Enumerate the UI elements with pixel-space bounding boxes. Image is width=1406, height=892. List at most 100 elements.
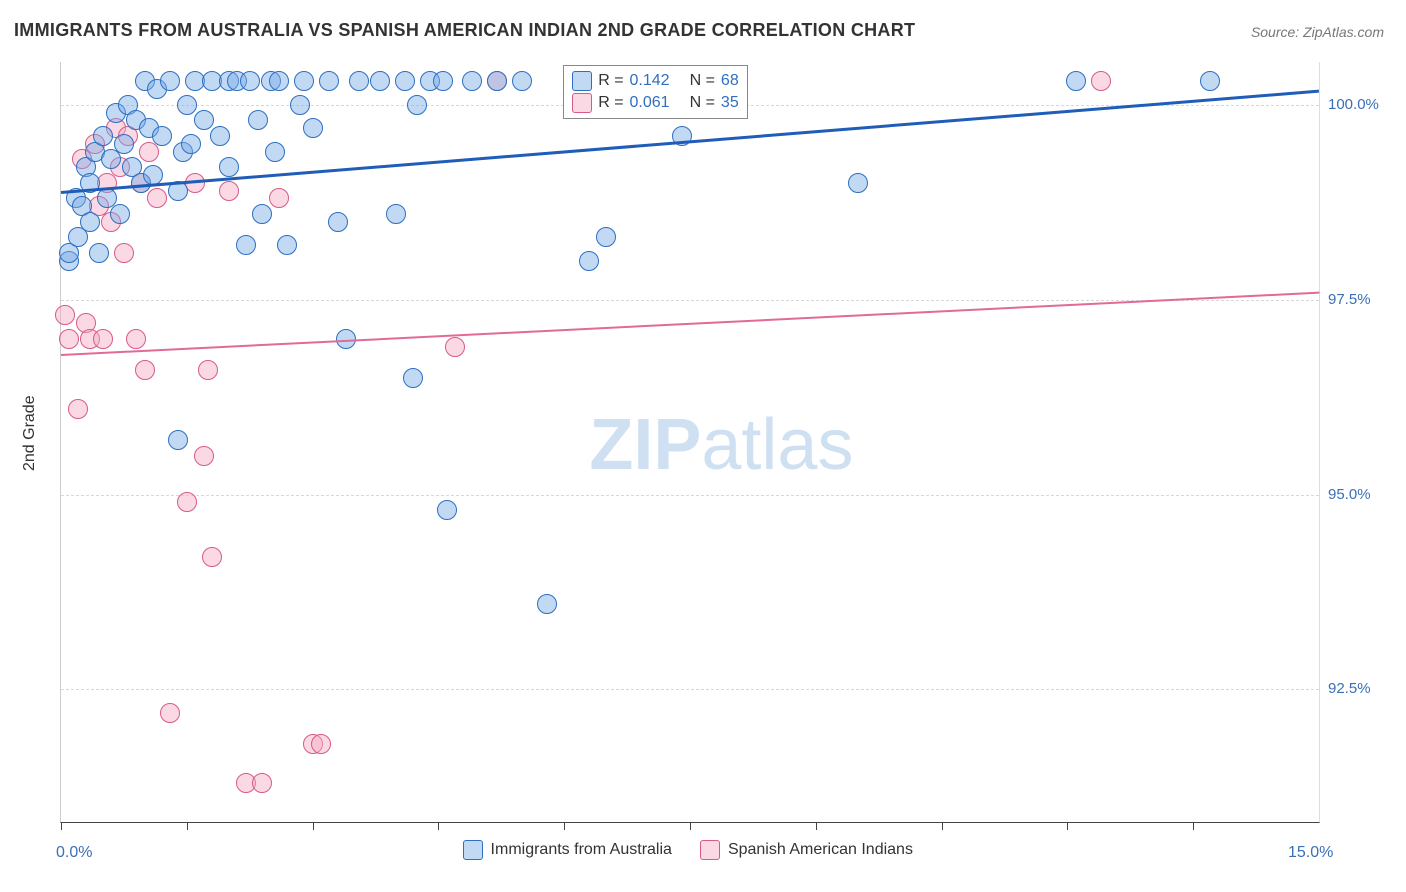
data-point-blue <box>1066 71 1086 91</box>
data-point-blue <box>328 212 348 232</box>
correlation-legend: R = 0.142 N = 68 R = 0.061 N = 35 <box>563 65 748 119</box>
data-point-pink <box>219 181 239 201</box>
data-point-blue <box>110 204 130 224</box>
data-point-blue <box>349 71 369 91</box>
data-point-blue <box>319 71 339 91</box>
legend-label-pink: Spanish American Indians <box>728 841 913 859</box>
swatch-blue <box>572 71 592 91</box>
data-point-pink <box>1091 71 1111 91</box>
data-point-pink <box>93 329 113 349</box>
x-tick <box>942 822 943 830</box>
data-point-blue <box>512 71 532 91</box>
swatch-pink <box>700 840 720 860</box>
data-point-blue <box>93 126 113 146</box>
data-point-pink <box>177 492 197 512</box>
data-point-pink <box>55 305 75 325</box>
data-point-blue <box>236 235 256 255</box>
data-point-blue <box>1200 71 1220 91</box>
r-prefix: R = <box>598 72 623 90</box>
gridline <box>61 689 1319 690</box>
data-point-pink <box>194 446 214 466</box>
data-point-pink <box>135 360 155 380</box>
data-point-blue <box>537 594 557 614</box>
x-tick <box>816 822 817 830</box>
legend-label-blue: Immigrants from Australia <box>491 841 672 859</box>
x-tick <box>313 822 314 830</box>
data-point-blue <box>269 71 289 91</box>
data-point-pink <box>252 773 272 793</box>
data-point-blue <box>290 95 310 115</box>
data-point-pink <box>59 329 79 349</box>
data-point-blue <box>433 71 453 91</box>
data-point-blue <box>277 235 297 255</box>
data-point-blue <box>89 243 109 263</box>
x-axis-max-label: 15.0% <box>1288 844 1333 862</box>
data-point-blue <box>168 430 188 450</box>
legend-row-blue: R = 0.142 N = 68 <box>572 70 739 92</box>
watermark-bold: ZIP <box>589 405 701 485</box>
n-value-pink: 35 <box>721 94 739 112</box>
trendline-pink <box>61 292 1319 356</box>
data-point-pink <box>269 188 289 208</box>
y-tick-label: 92.5% <box>1328 680 1371 697</box>
data-point-blue <box>219 157 239 177</box>
data-point-blue <box>265 142 285 162</box>
data-point-pink <box>311 734 331 754</box>
data-point-blue <box>210 126 230 146</box>
y-tick-label: 97.5% <box>1328 291 1371 308</box>
source-attribution: Source: ZipAtlas.com <box>1251 24 1384 40</box>
x-tick <box>1193 822 1194 830</box>
data-point-pink <box>445 337 465 357</box>
data-point-pink <box>202 547 222 567</box>
r-prefix: R = <box>598 94 623 112</box>
data-point-pink <box>68 399 88 419</box>
y-tick-label: 100.0% <box>1328 96 1379 113</box>
data-point-blue <box>370 71 390 91</box>
data-point-pink <box>160 703 180 723</box>
legend-row-pink: R = 0.061 N = 35 <box>572 92 739 114</box>
data-point-blue <box>596 227 616 247</box>
y-tick-label: 95.0% <box>1328 486 1371 503</box>
plot-area: ZIPatlas <box>60 62 1320 823</box>
series-legend: Immigrants from Australia Spanish Americ… <box>463 840 913 860</box>
data-point-pink <box>126 329 146 349</box>
x-tick <box>690 822 691 830</box>
data-point-blue <box>437 500 457 520</box>
x-tick <box>438 822 439 830</box>
data-point-blue <box>294 71 314 91</box>
legend-item-blue: Immigrants from Australia <box>463 840 672 860</box>
swatch-pink <box>572 93 592 113</box>
data-point-blue <box>160 71 180 91</box>
data-point-pink <box>147 188 167 208</box>
data-point-blue <box>407 95 427 115</box>
n-value-blue: 68 <box>721 72 739 90</box>
x-tick <box>1067 822 1068 830</box>
data-point-blue <box>386 204 406 224</box>
r-value-pink: 0.061 <box>630 94 670 112</box>
x-axis-min-label: 0.0% <box>56 844 92 862</box>
watermark-light: atlas <box>701 405 853 485</box>
data-point-pink <box>114 243 134 263</box>
data-point-blue <box>579 251 599 271</box>
legend-item-pink: Spanish American Indians <box>700 840 913 860</box>
data-point-blue <box>403 368 423 388</box>
y-axis-title: 2nd Grade <box>21 411 39 471</box>
data-point-blue <box>177 95 197 115</box>
data-point-blue <box>462 71 482 91</box>
data-point-blue <box>487 71 507 91</box>
x-tick <box>187 822 188 830</box>
data-point-blue <box>181 134 201 154</box>
data-point-blue <box>248 110 268 130</box>
watermark: ZIPatlas <box>589 404 853 486</box>
x-tick <box>61 822 62 830</box>
data-point-blue <box>395 71 415 91</box>
n-prefix: N = <box>690 94 715 112</box>
chart-title: IMMIGRANTS FROM AUSTRALIA VS SPANISH AME… <box>14 20 915 41</box>
data-point-pink <box>198 360 218 380</box>
gridline <box>61 495 1319 496</box>
r-value-blue: 0.142 <box>630 72 670 90</box>
data-point-blue <box>152 126 172 146</box>
data-point-blue <box>114 134 134 154</box>
n-prefix: N = <box>690 72 715 90</box>
data-point-blue <box>303 118 323 138</box>
